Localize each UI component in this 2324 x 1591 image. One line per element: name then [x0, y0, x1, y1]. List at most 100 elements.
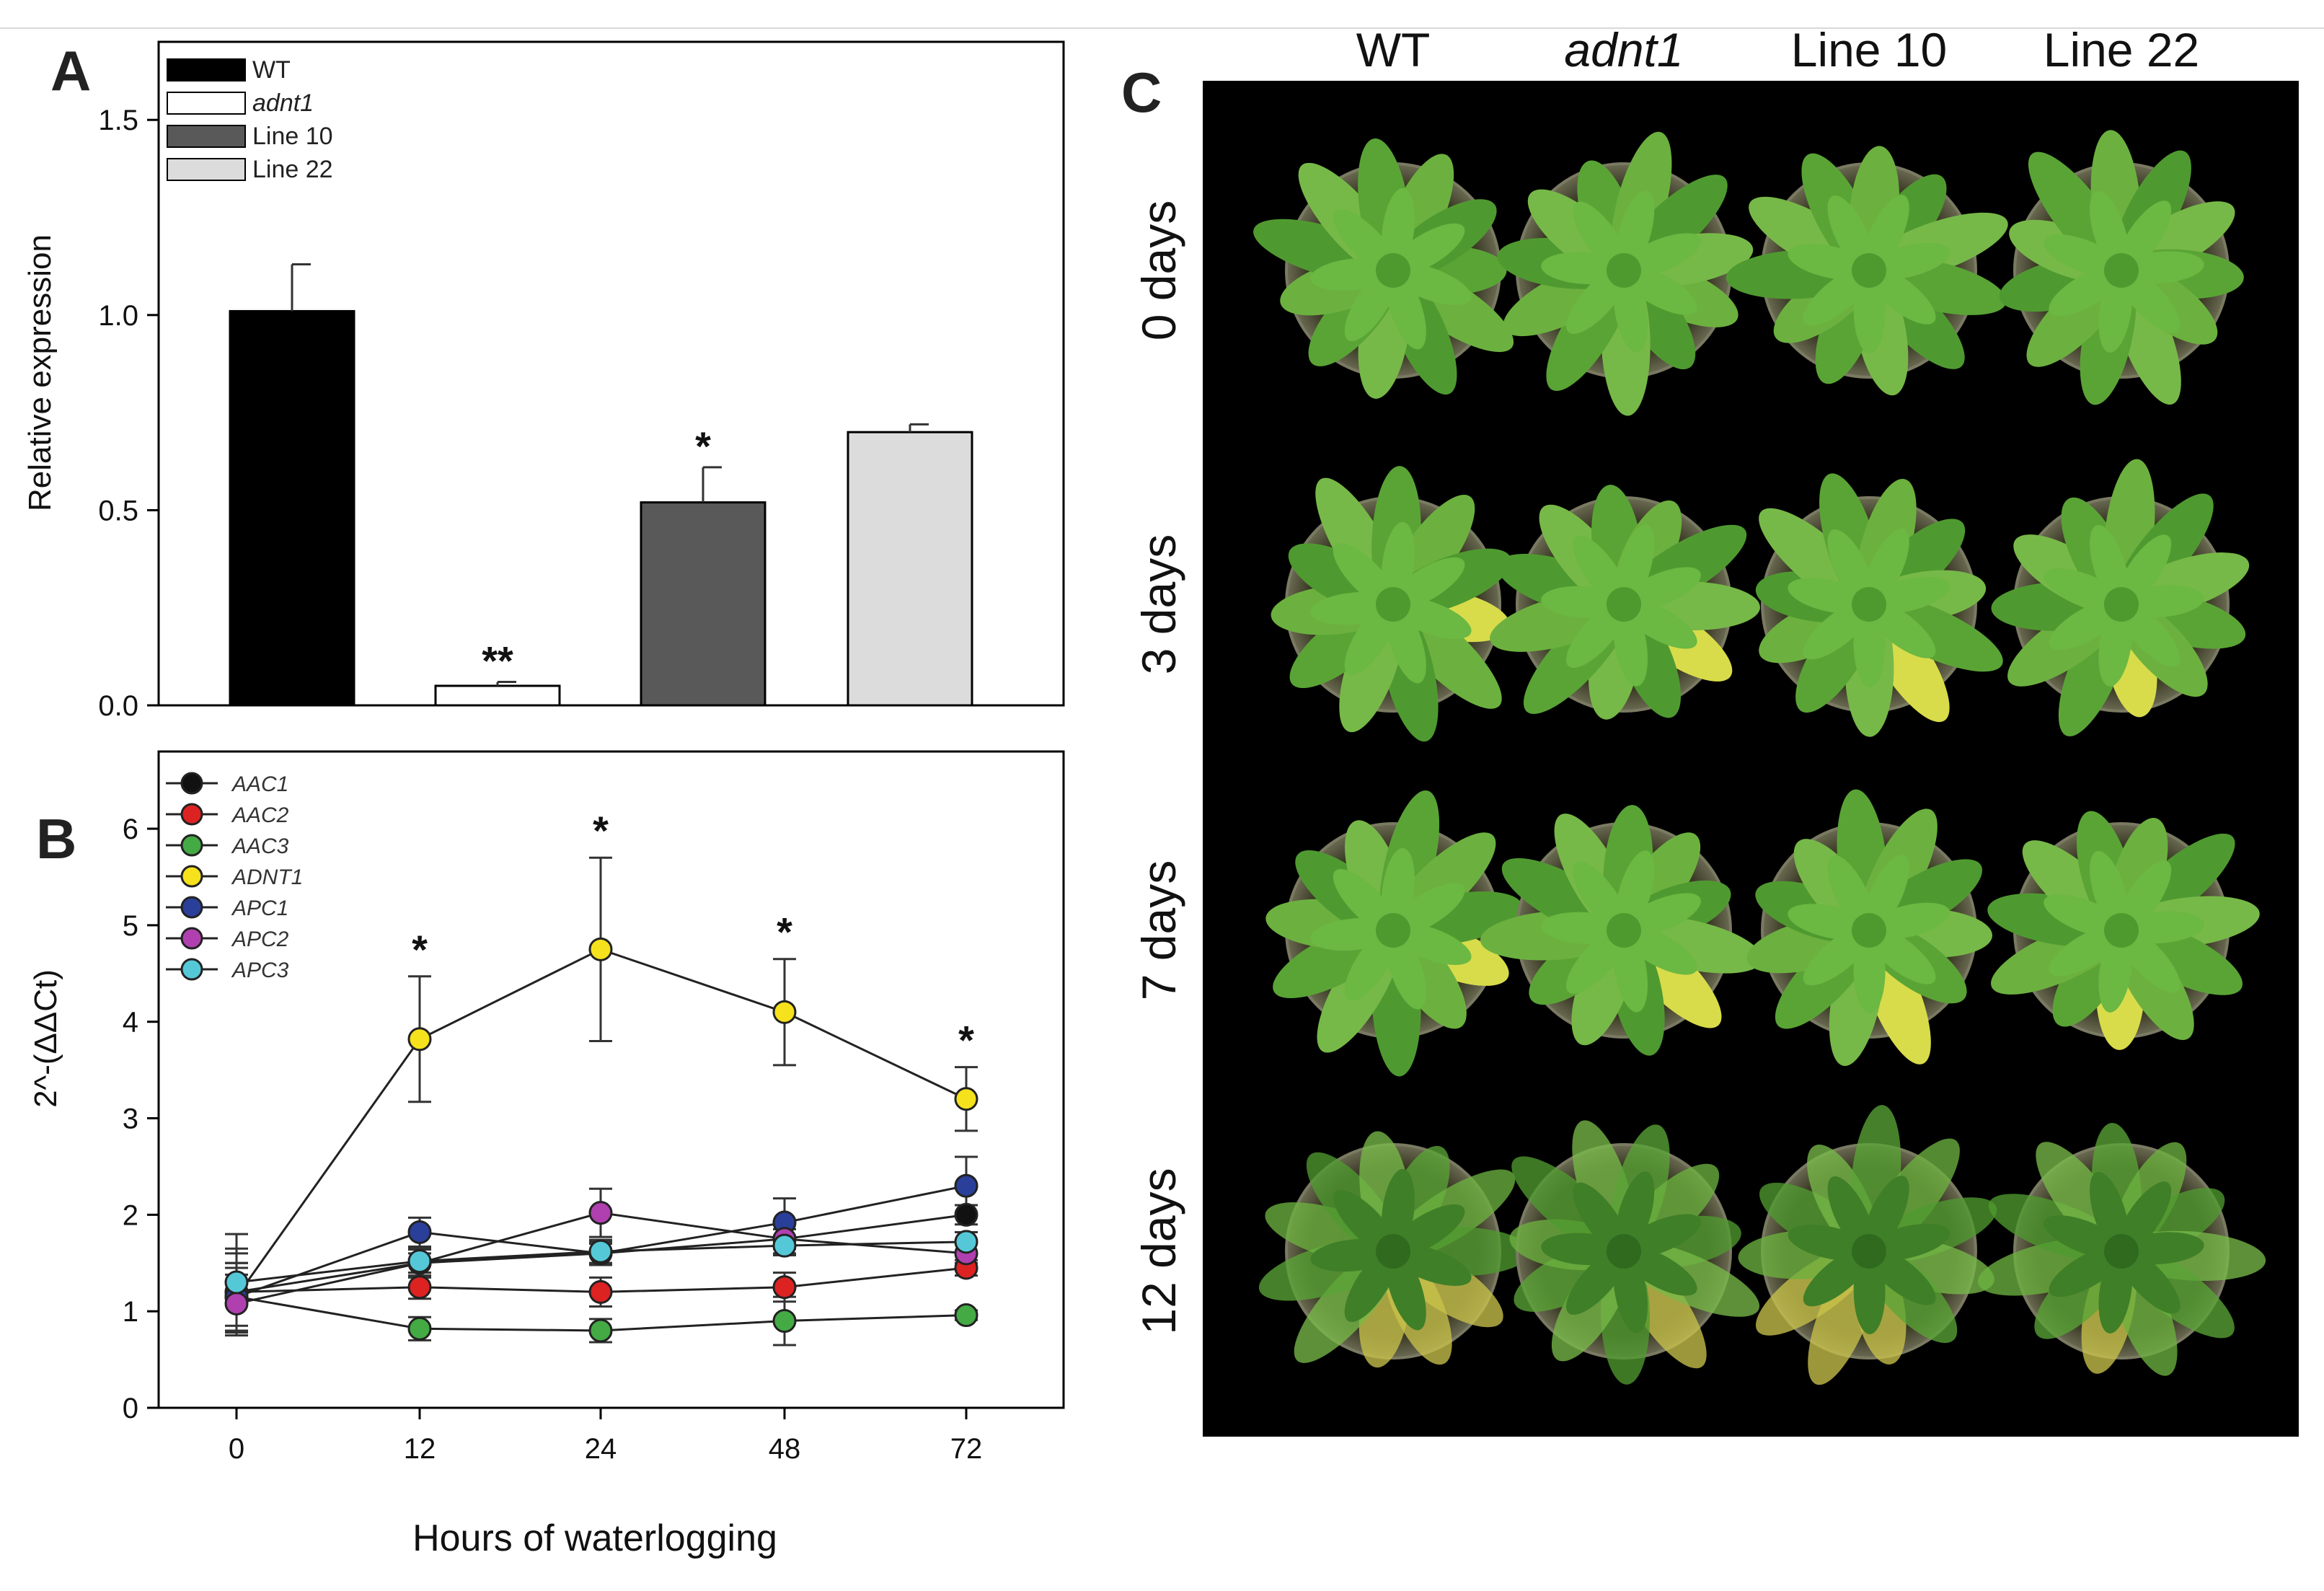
photo-row-label: 12 days	[1132, 1168, 1185, 1334]
rosette	[1977, 1122, 2266, 1376]
panel-b-y-tick-label: 0	[123, 1393, 138, 1424]
panel-a-y-tick-label: 0.5	[98, 495, 138, 526]
panel-a-bars: ***	[229, 263, 973, 707]
rosette	[1991, 459, 2250, 736]
panel-a: A 0.00.51.01.5 Relative expression *** W…	[22, 39, 1065, 722]
photo-row-label: 3 days	[1132, 534, 1185, 674]
rosette-center	[1852, 913, 1886, 948]
panel-b-x-tick-label: 0	[229, 1433, 244, 1465]
panel-a-y-tick-label: 1.0	[98, 300, 138, 332]
panel-b-x-tick-label: 72	[950, 1433, 983, 1465]
rosette-center	[1607, 587, 1641, 622]
photo-column-label: WT	[1356, 23, 1431, 76]
legend-swatch	[167, 158, 246, 181]
panel-a-y-axis: 0.0 0.5 1.0 1.5	[98, 105, 159, 722]
rosette-center	[1376, 253, 1410, 288]
rosette	[1987, 811, 2260, 1050]
rosette-center	[1376, 1234, 1410, 1269]
rosette-center	[2104, 587, 2139, 622]
panel-a-y-tick-label: 1.5	[98, 105, 138, 136]
panel-c: C WT adnt1 Line 10 Line 22 0 days 3 days 7 da…	[1121, 23, 2299, 1437]
rosette-center	[2104, 253, 2139, 288]
significance-marker: **	[482, 638, 513, 684]
point-apc3	[954, 1230, 978, 1254]
point-adnt1	[407, 1027, 432, 1052]
rosette	[1497, 131, 1754, 416]
panel-b-x-tick-label: 48	[769, 1433, 801, 1465]
significance-marker: *	[958, 1018, 974, 1063]
panel-b-label: B	[36, 807, 76, 871]
rosette	[1726, 146, 2008, 396]
legend-swatch	[167, 125, 246, 148]
point-apc3	[772, 1233, 797, 1258]
panel-b-legend: AAC1 AAC2 AAC3 ADNT1 APC1 APC2 APC3	[166, 772, 303, 982]
inner-leaf	[2117, 251, 2204, 284]
point-aac3	[772, 1309, 797, 1334]
legend-label: APC2	[231, 927, 289, 951]
legend-label: AAC1	[231, 772, 288, 796]
panel-b-y-tick-label: 4	[123, 1007, 138, 1039]
bar-line-22	[847, 431, 973, 707]
legend-marker	[180, 772, 203, 795]
panel-b-y-tick-label: 1	[123, 1296, 138, 1328]
panel-b-y-tick-label: 3	[123, 1103, 138, 1135]
rosette	[1258, 1131, 1531, 1368]
rosette	[1755, 473, 2003, 737]
rosette-center	[1607, 253, 1641, 288]
rosette	[1999, 130, 2244, 405]
rosette-center	[1852, 253, 1886, 288]
legend-swatch	[167, 58, 246, 81]
bar-adnt1	[434, 684, 561, 707]
point-apc1	[407, 1220, 432, 1244]
inner-leaf	[1865, 1223, 1950, 1261]
point-adnt1	[954, 1087, 978, 1111]
bar-wt	[229, 309, 355, 707]
significance-marker: *	[412, 927, 428, 972]
point-aac3	[588, 1318, 613, 1343]
rosette	[1509, 1120, 1760, 1385]
point-apc3	[407, 1249, 432, 1274]
significance-marker: *	[593, 808, 609, 853]
point-apc2	[224, 1291, 249, 1315]
legend-label: AAC2	[231, 803, 289, 827]
panel-b-series: * * * *	[224, 808, 978, 1347]
photo-column-labels: WT adnt1 Line 10 Line 22	[1356, 23, 2200, 76]
panel-a-y-axis-title: Relative expression	[22, 234, 58, 511]
panel-b-x-tick-label: 24	[585, 1433, 617, 1465]
legend-label: adnt1	[252, 89, 314, 117]
panel-b-x-tick-label: 12	[404, 1433, 436, 1465]
legend-marker	[180, 865, 203, 888]
inner-leaf	[1865, 242, 1950, 280]
inner-leaf	[1865, 902, 1950, 940]
point-apc1	[954, 1173, 978, 1198]
photo-plants	[1253, 130, 2266, 1385]
bar-line-10	[640, 501, 766, 707]
point-aac2	[772, 1275, 797, 1300]
rosette-center	[2104, 913, 2139, 948]
legend-marker	[180, 958, 203, 981]
legend-label: ADNT1	[231, 865, 303, 889]
top-divider	[0, 27, 2324, 29]
panel-a-y-tick-label: 0.0	[98, 690, 138, 722]
panel-b-x-axis-title: Hours of waterlogging	[412, 1517, 777, 1559]
panel-a-frame	[157, 40, 1065, 707]
rosette	[1265, 790, 1523, 1077]
rosette	[1738, 1105, 1997, 1385]
point-aac2	[588, 1279, 613, 1304]
inner-leaf	[2117, 1232, 2204, 1265]
rosette-center	[1607, 913, 1641, 948]
point-apc3	[224, 1270, 249, 1295]
panel-b-y-tick-label: 5	[123, 910, 138, 942]
rosette-center	[1376, 587, 1410, 622]
rosette-center	[1852, 587, 1886, 622]
photo-row-label: 7 days	[1132, 860, 1185, 1000]
legend-swatch	[167, 92, 246, 115]
legend-label: Line 22	[252, 156, 333, 183]
legend-label: WT	[252, 56, 291, 84]
rosette	[1253, 138, 1514, 399]
point-aac3	[954, 1303, 978, 1328]
legend-marker	[180, 896, 203, 919]
rosette-center	[1607, 1234, 1641, 1269]
rosette	[1480, 805, 1763, 1056]
